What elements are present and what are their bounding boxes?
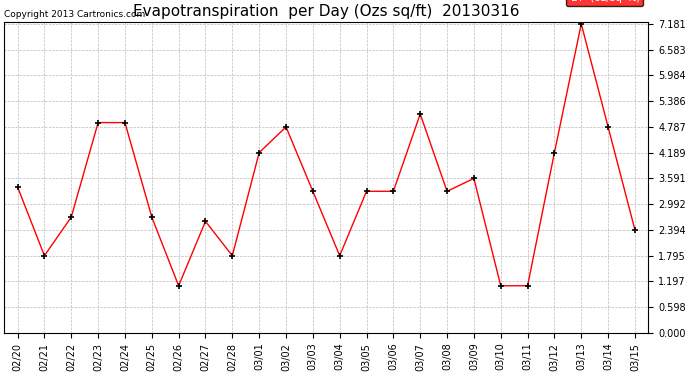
Text: Copyright 2013 Cartronics.com: Copyright 2013 Cartronics.com bbox=[4, 10, 146, 19]
Legend: ET  (0z/sq  ft): ET (0z/sq ft) bbox=[566, 0, 643, 6]
Title: Evapotranspiration  per Day (Ozs sq/ft)  20130316: Evapotranspiration per Day (Ozs sq/ft) 2… bbox=[133, 4, 520, 19]
